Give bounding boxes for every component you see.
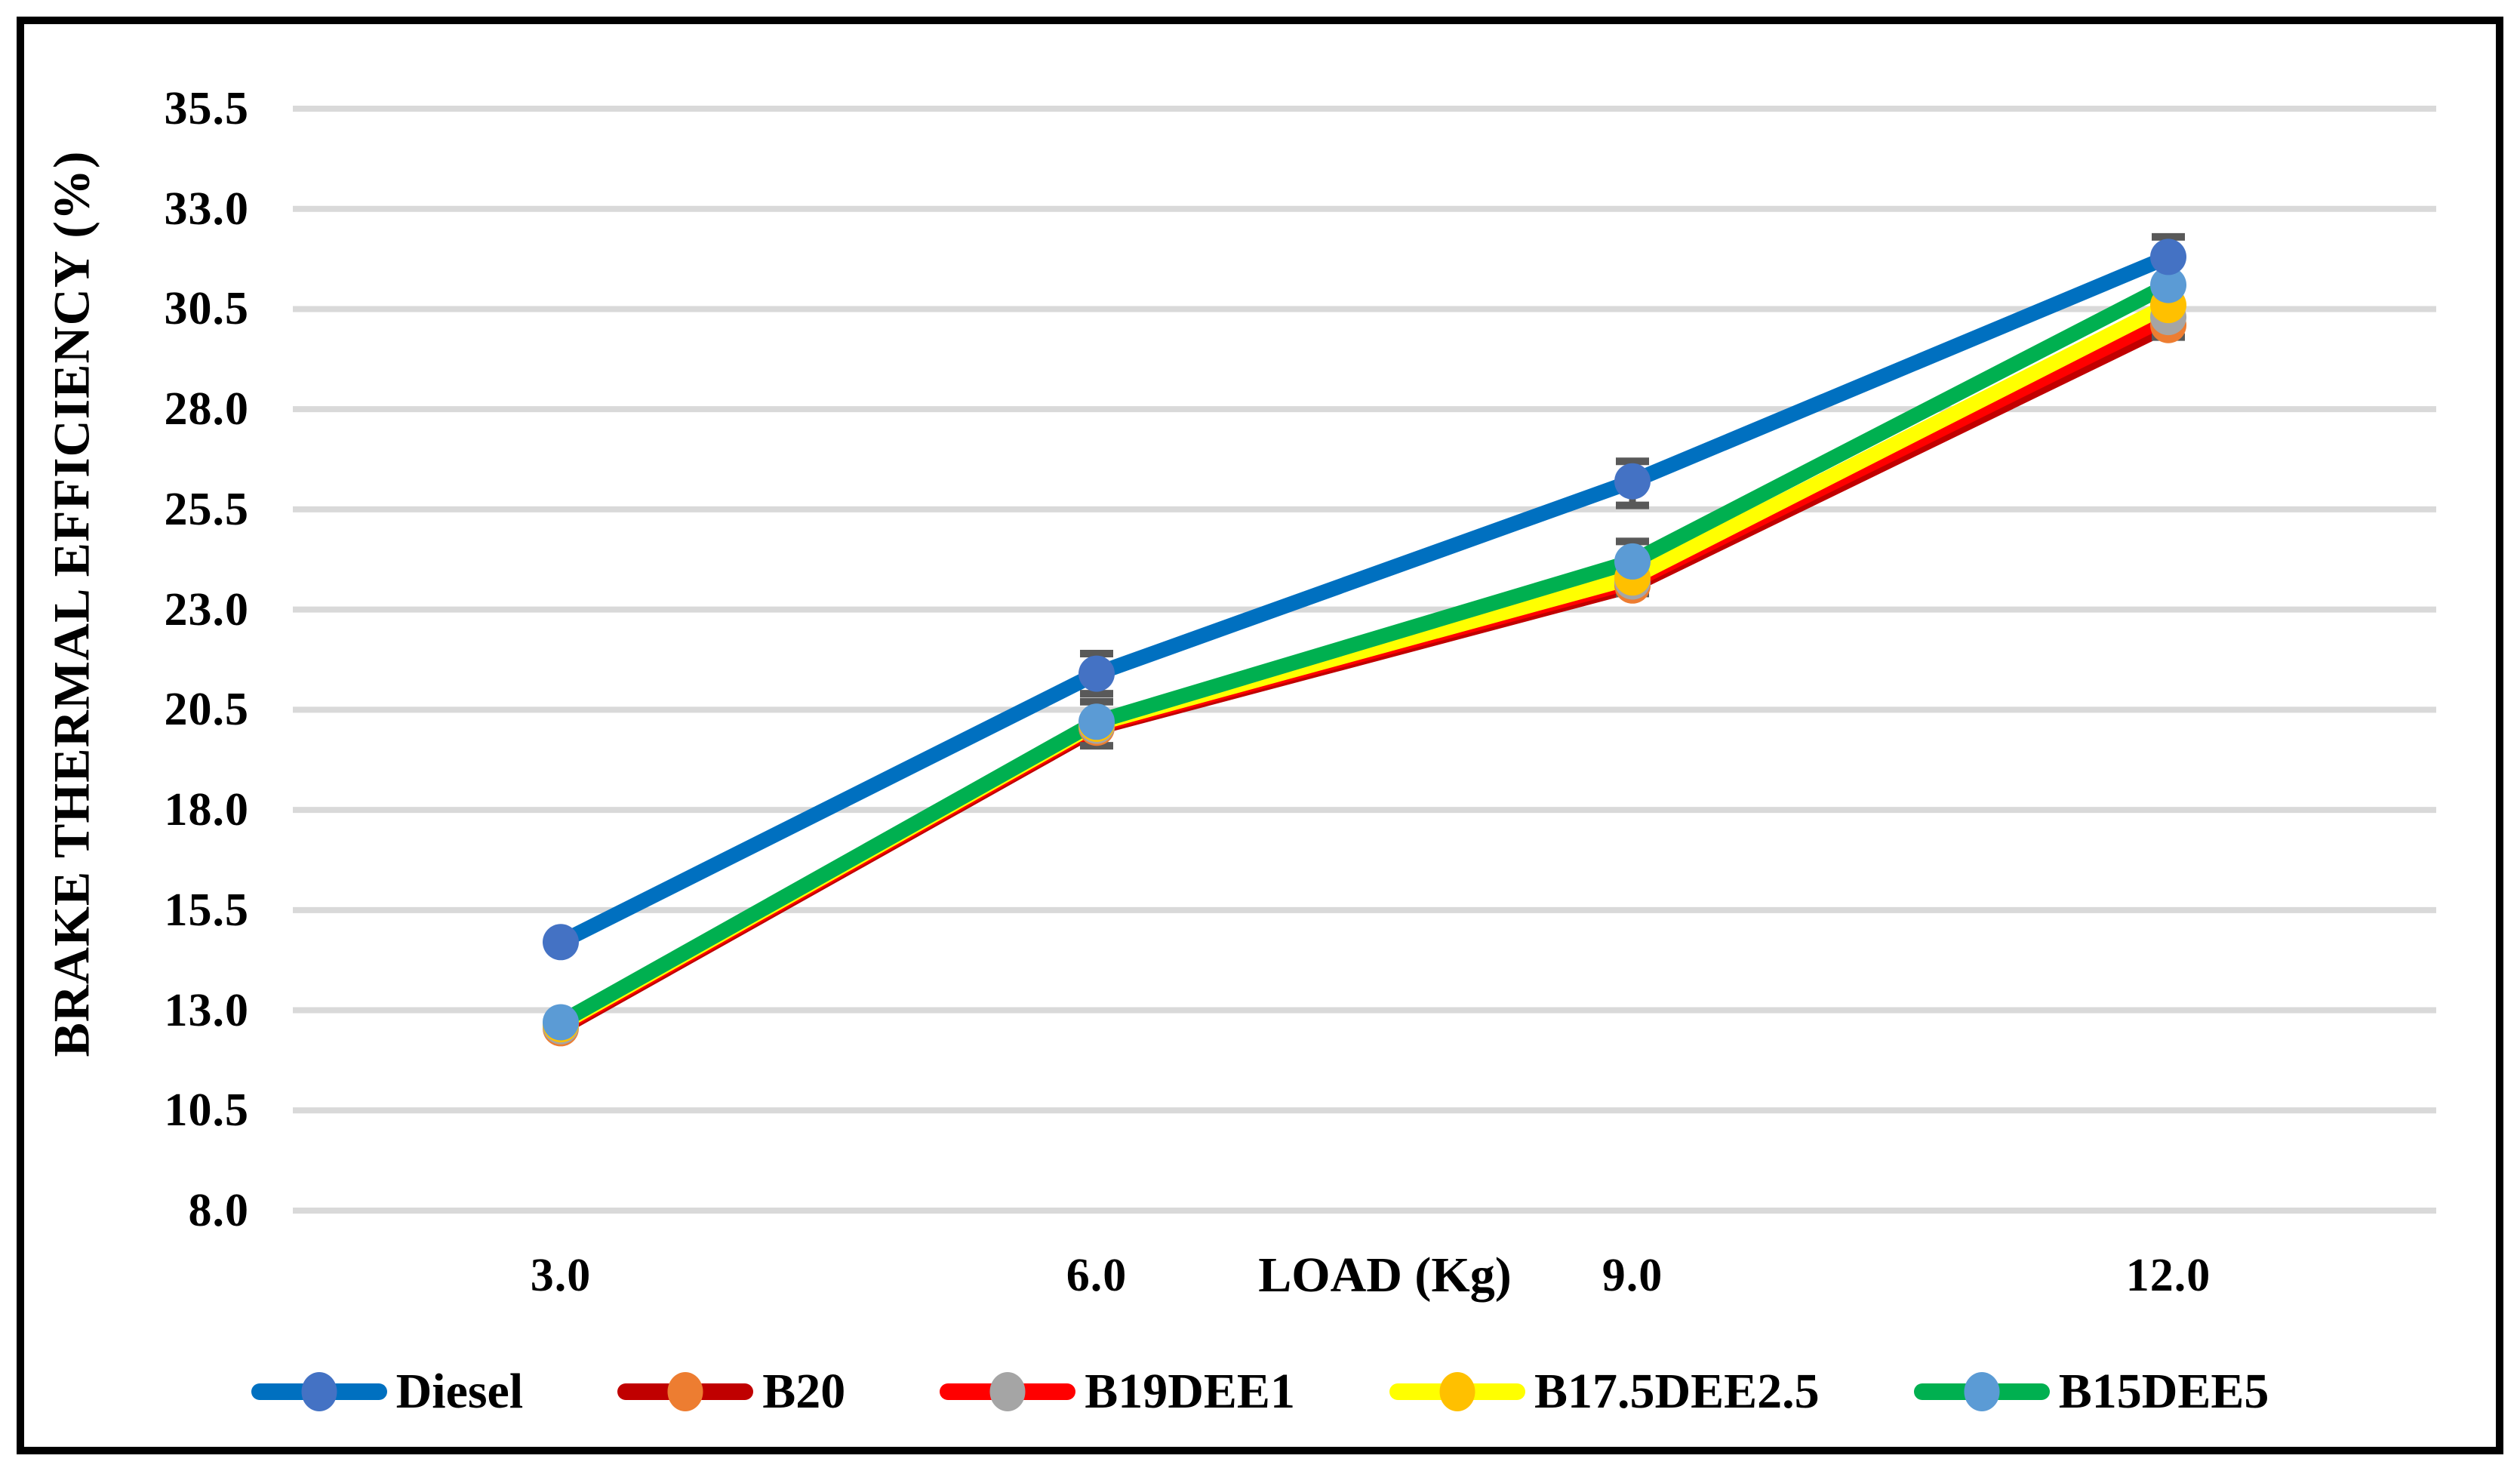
legend-item-B17.5DEE2.5: B17.5DEE2.5 xyxy=(1389,1352,1820,1431)
legend-key xyxy=(617,1352,754,1431)
legend-label: B17.5DEE2.5 xyxy=(1534,1364,1820,1419)
legend-item-Diesel: Diesel xyxy=(251,1352,524,1431)
y-tick-label: 13.0 xyxy=(164,984,249,1036)
gridlines xyxy=(293,106,2436,1214)
data-point-marker-Diesel xyxy=(543,924,579,961)
y-tick-label: 20.5 xyxy=(164,684,249,736)
x-tick-label: 6.0 xyxy=(1066,1250,1128,1301)
legend-label: B19DEE1 xyxy=(1085,1364,1295,1419)
data-point-marker-Diesel xyxy=(1614,463,1651,500)
data-point-marker-Diesel xyxy=(1078,655,1115,692)
data-point-marker-B15DEE5 xyxy=(1078,703,1115,740)
legend-marker-icon xyxy=(989,1372,1026,1411)
y-tick-label: 23.0 xyxy=(164,583,249,635)
legend: Diesel B20 B19DEE1 B17.5DEE2.5 B15DEE5 xyxy=(45,1349,2475,1434)
series-line-Diesel xyxy=(553,249,2176,950)
y-tick-label: 28.0 xyxy=(164,383,249,435)
series-line-B15DEE5 xyxy=(553,277,2176,1030)
legend-key xyxy=(1913,1352,2050,1431)
x-tick-label: 12.0 xyxy=(2125,1250,2211,1301)
legend-item-B20: B20 xyxy=(617,1352,845,1431)
legend-label: B20 xyxy=(762,1364,846,1419)
y-tick-label: 33.0 xyxy=(164,183,249,235)
legend-label: Diesel xyxy=(395,1364,524,1419)
x-axis-title: LOAD (Kg) xyxy=(1258,1248,1512,1303)
legend-marker-icon xyxy=(1964,1372,2000,1411)
series-lines xyxy=(553,249,2176,1036)
legend-key xyxy=(940,1352,1076,1431)
legend-marker-icon xyxy=(667,1372,703,1411)
legend-key xyxy=(251,1352,387,1431)
y-tick-label: 10.5 xyxy=(164,1085,249,1137)
series-markers xyxy=(543,238,2186,1047)
y-tick-label: 30.5 xyxy=(164,283,249,335)
data-point-marker-B15DEE5 xyxy=(1614,543,1651,580)
legend-item-B19DEE1: B19DEE1 xyxy=(940,1352,1295,1431)
legend-marker-icon xyxy=(301,1372,337,1411)
chart-border xyxy=(17,17,2503,1454)
x-tick-label: 3.0 xyxy=(530,1250,592,1301)
legend-label: B15DEE5 xyxy=(2058,1364,2269,1419)
data-point-marker-B15DEE5 xyxy=(2150,266,2186,303)
data-point-marker-Diesel xyxy=(2150,238,2186,275)
data-point-marker-B15DEE5 xyxy=(543,1004,579,1041)
y-tick-label: 18.0 xyxy=(164,784,249,836)
legend-marker-icon xyxy=(1439,1372,1475,1411)
x-tick-label: 9.0 xyxy=(1602,1250,1663,1301)
y-tick-label: 8.0 xyxy=(188,1185,249,1236)
y-tick-label: 25.5 xyxy=(164,483,249,535)
legend-key xyxy=(1389,1352,1525,1431)
legend-item-B15DEE5: B15DEE5 xyxy=(1913,1352,2269,1431)
y-tick-label: 15.5 xyxy=(164,884,249,936)
y-tick-label: 35.5 xyxy=(164,83,249,134)
